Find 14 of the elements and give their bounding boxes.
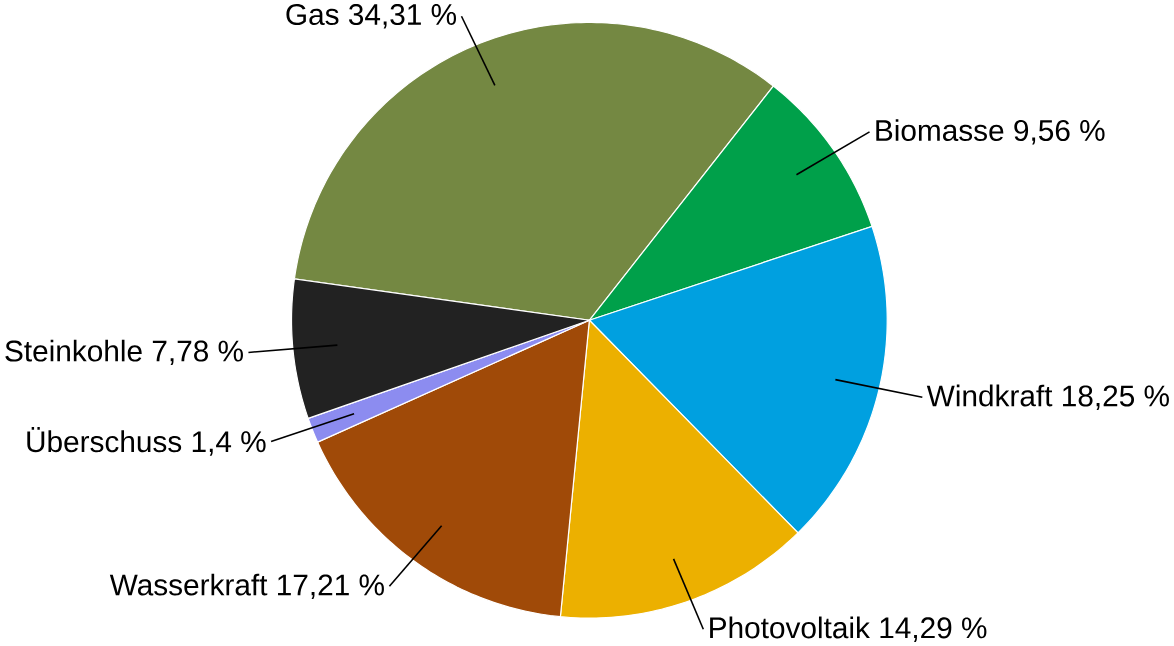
slice-label: Photovoltaik [710,616,870,639]
slice-label: Gas [286,4,339,26]
slice-label: Wasserkraft [109,573,268,596]
data-label: 7,78 % [152,340,243,366]
slice-label: Windkraft [926,384,1053,407]
data-label: 14,29 % [880,617,987,642]
data-label: 34,31 % [348,4,457,29]
slice-label: Überschuss [27,427,182,453]
slice-label: Steinkohle [5,339,142,362]
data-label: 1,4 % [192,431,266,456]
data-label: 9,56 % [1014,119,1105,145]
slice-label: Biomasse [876,119,1004,142]
data-label: 17,21 % [278,574,384,600]
data-label: 18,25 % [1063,385,1169,411]
